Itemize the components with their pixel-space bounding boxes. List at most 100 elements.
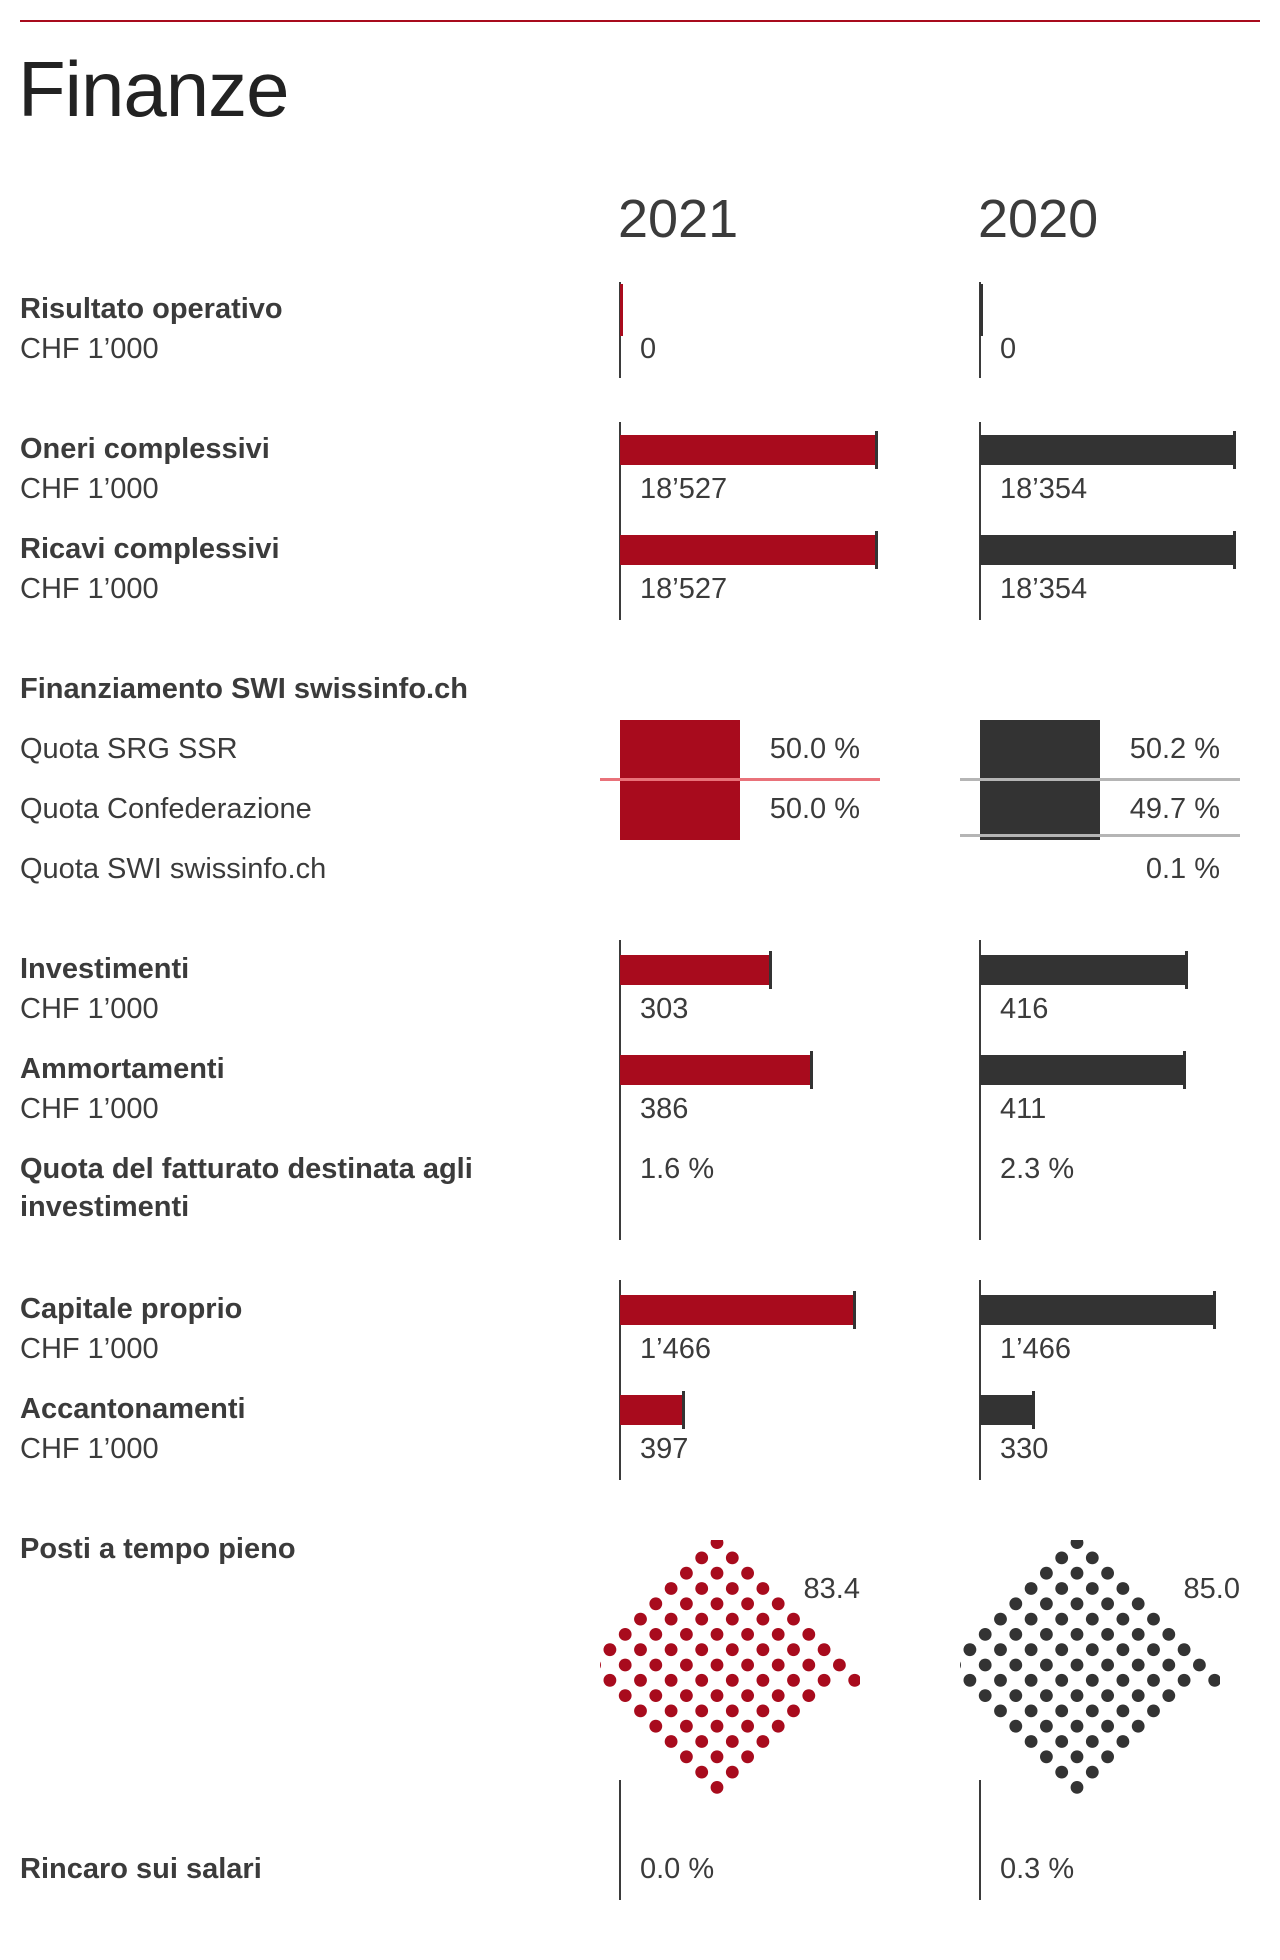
fte-dot bbox=[603, 1673, 617, 1687]
axis-2020-rincaro bbox=[979, 1780, 981, 1900]
fte-dot bbox=[756, 1735, 770, 1748]
fte-dot bbox=[680, 1750, 693, 1764]
unit-ricavi: CHF 1’000 bbox=[20, 573, 159, 605]
fte-dot bbox=[1024, 1612, 1038, 1626]
fte-dot bbox=[695, 1643, 709, 1657]
axis-2020-capitale bbox=[979, 1280, 981, 1480]
fte-dot bbox=[618, 1658, 632, 1672]
value-2020-ammortamenti: 411 bbox=[1000, 1093, 1047, 1125]
page-title: Finanze bbox=[18, 45, 289, 133]
fte-dot bbox=[1101, 1750, 1114, 1764]
unit-accantonamenti: CHF 1’000 bbox=[20, 1433, 159, 1465]
fte-dot bbox=[817, 1643, 831, 1657]
fte-dot bbox=[1070, 1597, 1084, 1611]
fte-dot bbox=[695, 1765, 709, 1779]
fte-dot bbox=[725, 1551, 739, 1565]
fte-dot bbox=[1070, 1719, 1084, 1733]
value-2020-accantonamenti: 330 bbox=[1000, 1433, 1049, 1465]
bar-2020-risultato bbox=[980, 284, 983, 336]
value-2020-capitale: 1’466 bbox=[1000, 1333, 1071, 1365]
fte-dot bbox=[1101, 1719, 1114, 1733]
top-rule bbox=[20, 20, 1260, 22]
bar-2020-ammortamenti bbox=[980, 1051, 1186, 1089]
fte-dot bbox=[710, 1566, 724, 1580]
fte-dot bbox=[978, 1628, 992, 1641]
fte-dot bbox=[963, 1673, 977, 1687]
label-investimenti: Investimenti bbox=[20, 953, 190, 985]
value-2021-ricavi: 18’527 bbox=[640, 573, 728, 605]
fte-dot bbox=[1070, 1540, 1084, 1549]
fte-dot bbox=[710, 1781, 724, 1794]
fte-dot bbox=[833, 1658, 846, 1672]
bar-2020-investimenti bbox=[980, 951, 1188, 989]
fte-dot bbox=[649, 1597, 663, 1611]
unit-risultato: CHF 1’000 bbox=[20, 333, 159, 365]
fte-dot bbox=[1009, 1597, 1023, 1611]
bar-2021-ricavi bbox=[620, 531, 878, 569]
fte-dot bbox=[741, 1689, 754, 1702]
fte-dot bbox=[1116, 1704, 1130, 1718]
value-2020-ricavi: 18’354 bbox=[1000, 573, 1088, 605]
value-2021-quota-srg: 50.0 % bbox=[769, 733, 860, 765]
fte-dot bbox=[710, 1658, 724, 1672]
fte-dot bbox=[680, 1597, 693, 1611]
fte-dot bbox=[710, 1689, 724, 1702]
label-capitale: Capitale proprio bbox=[20, 1293, 243, 1325]
fte-dot bbox=[600, 1661, 601, 1669]
value-2020-quota-fatturato: 2.3 % bbox=[1000, 1153, 1075, 1185]
fte-dot bbox=[771, 1628, 785, 1641]
fte-dot bbox=[710, 1750, 724, 1764]
fte-dot bbox=[634, 1612, 647, 1626]
bar-2020-accantonamenti bbox=[980, 1391, 1035, 1429]
fte-dot bbox=[1147, 1612, 1160, 1626]
fte-dot bbox=[1055, 1582, 1069, 1595]
fte-dot bbox=[664, 1643, 678, 1657]
fte-dot bbox=[1131, 1689, 1145, 1702]
fte-dot bbox=[1009, 1689, 1023, 1702]
fte-dot bbox=[771, 1597, 785, 1611]
fte-dot bbox=[618, 1689, 632, 1702]
bar-2021-capitale bbox=[620, 1291, 856, 1329]
fte-dot bbox=[1070, 1781, 1084, 1794]
year-2021-header: 2021 bbox=[618, 189, 739, 249]
fte-dot bbox=[1101, 1597, 1114, 1611]
fte-dot bbox=[603, 1643, 617, 1657]
fte-dot bbox=[802, 1689, 816, 1702]
bar-2021-investimenti bbox=[620, 951, 772, 989]
fte-dot bbox=[1085, 1643, 1099, 1657]
fte-dot bbox=[725, 1735, 739, 1748]
fte-dot bbox=[1055, 1704, 1069, 1718]
fte-dot bbox=[1040, 1628, 1053, 1641]
label-quota-conf: Quota Confederazione bbox=[20, 793, 312, 825]
fte-dot bbox=[618, 1628, 632, 1641]
fte-dot bbox=[634, 1643, 647, 1657]
fte-dot bbox=[771, 1658, 785, 1672]
fte-dot bbox=[725, 1582, 739, 1595]
dot-diamond-2021 bbox=[600, 1540, 860, 1794]
value-2020-quota-conf: 49.7 % bbox=[1129, 793, 1220, 825]
fte-dot bbox=[1208, 1673, 1220, 1687]
value-2020-posti: 85.0 bbox=[1183, 1573, 1240, 1605]
fte-dot bbox=[664, 1735, 678, 1748]
fte-dot bbox=[1070, 1689, 1084, 1702]
value-2021-quota-conf: 50.0 % bbox=[769, 793, 860, 825]
fte-dot bbox=[1070, 1658, 1084, 1672]
fte-dot bbox=[1116, 1612, 1130, 1626]
fte-dot bbox=[756, 1643, 770, 1657]
axis-2021-oneri-ricavi bbox=[619, 422, 621, 620]
fte-dot bbox=[1040, 1719, 1053, 1733]
fte-dot bbox=[787, 1704, 800, 1718]
fte-dot bbox=[1085, 1551, 1099, 1565]
fte-dot bbox=[787, 1673, 800, 1687]
fte-dot bbox=[634, 1704, 647, 1718]
fte-dot bbox=[1101, 1566, 1114, 1580]
fte-dot bbox=[756, 1704, 770, 1718]
label-risultato: Risultato operativo bbox=[20, 293, 283, 325]
fte-dot bbox=[1055, 1735, 1069, 1748]
fte-dot bbox=[1162, 1658, 1176, 1672]
fte-dot bbox=[1085, 1765, 1099, 1779]
fte-dot bbox=[1024, 1735, 1038, 1748]
fte-dot bbox=[634, 1673, 647, 1687]
fte-dot bbox=[1162, 1689, 1176, 1702]
fte-dot bbox=[680, 1719, 693, 1733]
